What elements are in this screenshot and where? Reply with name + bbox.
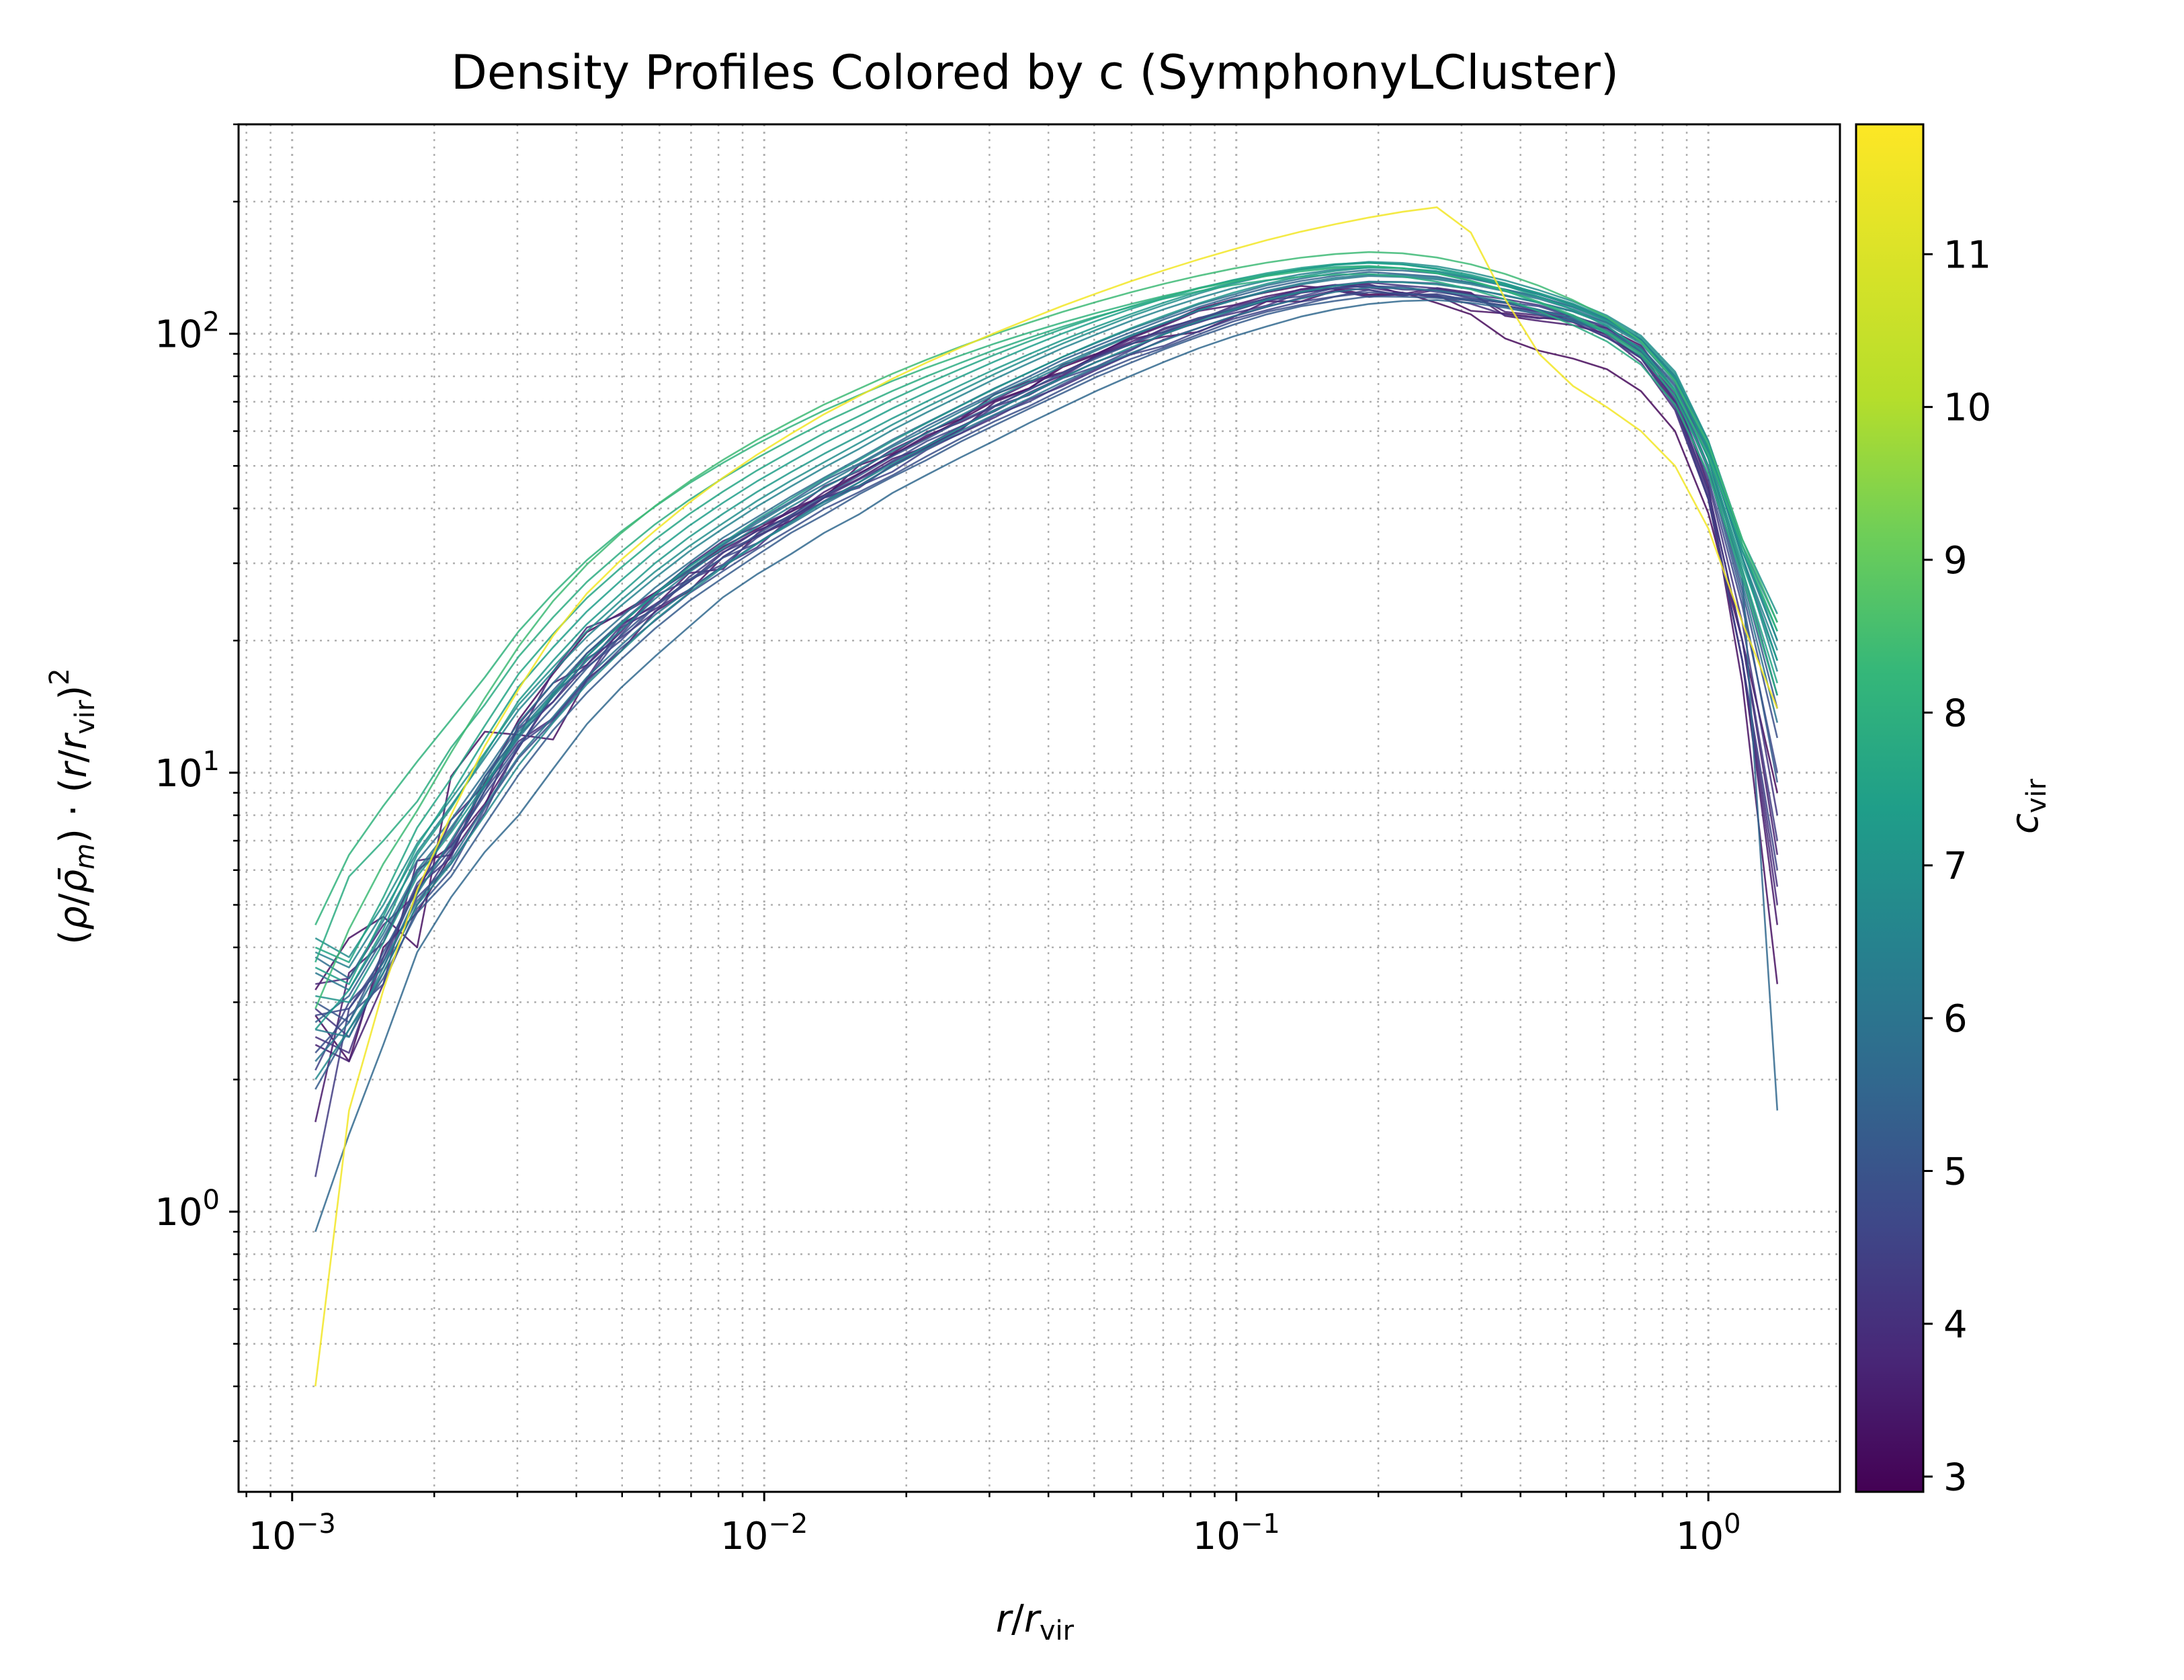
colorbar-label: cvir (2003, 778, 2052, 834)
series-lines (314, 206, 1779, 1387)
profile-line (314, 261, 1778, 1030)
colorbar-tick-label: 11 (1943, 233, 1991, 277)
x-tick-label: 10−3 (249, 1509, 336, 1558)
plot-frame (237, 123, 1841, 1493)
axis-ticks: 10−3 10−2 10−1 100 100 101 102 (155, 123, 1741, 1558)
profile-line (314, 251, 1778, 1009)
x-tick-label: 100 (1676, 1509, 1741, 1558)
colorbar-tick-label: 9 (1943, 539, 1968, 583)
colorbar-tick-label: 3 (1943, 1456, 1968, 1499)
profile-line (314, 266, 1779, 968)
profile-line (314, 261, 1779, 985)
colorbar-ticks: 3 4 5 6 7 8 9 10 11 (1923, 233, 1991, 1499)
profile-line (314, 299, 1779, 1232)
x-tick-label: 10−2 (720, 1509, 808, 1558)
profile-line (314, 273, 1779, 963)
y-tick-label: 102 (155, 307, 220, 357)
profile-line (314, 261, 1779, 958)
y-tick-label: 101 (155, 746, 220, 796)
y-tick-label: 100 (155, 1185, 220, 1234)
chart-title: Density Profiles Colored by c (SymphonyL… (451, 45, 1619, 100)
x-tick-label: 10−1 (1193, 1509, 1280, 1558)
colorbar-tick-label: 5 (1943, 1150, 1968, 1194)
plot-area: 10−3 10−2 10−1 100 100 101 102 (155, 123, 1841, 1558)
profile-line (315, 274, 1778, 1038)
svg-text:cvir: cvir (2003, 778, 2052, 834)
profile-line (314, 206, 1779, 1387)
grid-lines (239, 123, 1840, 1492)
colorbar: 3 4 5 6 7 8 9 10 11 cvir (1855, 123, 2052, 1499)
colorbar-gradient (1855, 123, 1925, 1493)
colorbar-tick-label: 8 (1943, 691, 1968, 735)
colorbar-tick-label: 10 (1943, 386, 1991, 430)
colorbar-tick-label: 4 (1943, 1303, 1968, 1347)
profile-line (314, 289, 1779, 1071)
profile-line (314, 265, 1779, 925)
colorbar-tick-label: 7 (1943, 845, 1968, 888)
colorbar-tick-label: 6 (1943, 997, 1968, 1041)
